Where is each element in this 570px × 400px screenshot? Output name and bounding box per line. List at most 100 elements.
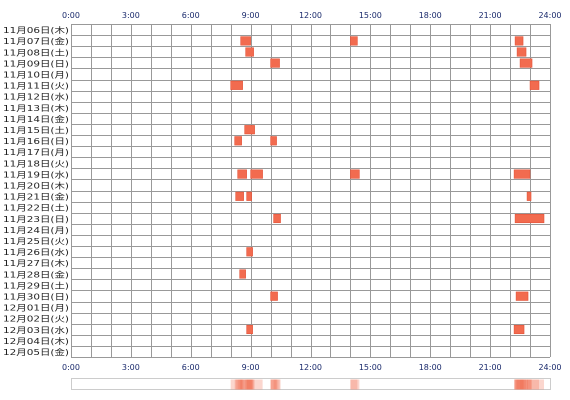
activity-blocks	[230, 36, 545, 335]
plot-background	[71, 24, 550, 357]
day-row-label: 12月04日(木)	[3, 336, 69, 346]
top-hour-tick-label: 24:00	[538, 11, 561, 20]
summary-block	[515, 379, 545, 390]
activity-block	[270, 58, 280, 68]
day-row-label: 11月22日(土)	[3, 203, 69, 213]
day-row-label: 11月30日(日)	[3, 292, 69, 302]
summary-block	[239, 379, 246, 390]
day-row-label: 11月28日(金)	[3, 269, 69, 279]
summary-block	[273, 379, 281, 390]
summary-block	[250, 379, 263, 390]
summary-block	[234, 379, 242, 390]
bottom-hour-tick-label: 0:00	[62, 363, 80, 372]
day-row-label: 11月19日(水)	[3, 169, 69, 179]
activity-block	[513, 169, 531, 179]
day-row-label: 11月14日(金)	[3, 114, 69, 124]
summary-block	[244, 379, 255, 390]
day-row-label: 11月23日(日)	[3, 214, 69, 224]
summary-block	[246, 379, 253, 390]
activity-block	[244, 125, 255, 135]
day-row-label: 11月06日(木)	[3, 25, 69, 35]
activity-block	[246, 191, 252, 201]
activity-block	[526, 191, 532, 201]
hour-grid	[71, 24, 551, 358]
bottom-hour-tick-label: 21:00	[479, 363, 502, 372]
activity-block	[246, 247, 253, 257]
day-row-label: 11月29日(土)	[3, 280, 69, 290]
top-hour-ticks: 0:00 3:00 6:00 9:00 12:00 15:00 18:00 21:00 24:0…	[62, 11, 562, 20]
activity-block	[529, 80, 540, 90]
top-hour-tick-label: 9:00	[242, 11, 260, 20]
summary-block	[520, 379, 533, 390]
day-row-label: 11月13日(木)	[3, 103, 69, 113]
summary-block	[237, 379, 247, 390]
day-row-label: 11月09日(日)	[3, 58, 69, 68]
day-row-label: 12月03日(水)	[3, 325, 69, 335]
activity-block	[250, 169, 263, 179]
top-hour-tick-label: 12:00	[299, 11, 322, 20]
day-row-label: 11月15日(土)	[3, 125, 69, 135]
activity-block	[519, 58, 533, 68]
bottom-hour-tick-label: 9:00	[242, 363, 260, 372]
summary-block	[270, 379, 277, 390]
activity-block	[234, 136, 242, 146]
bottom-hour-tick-label: 6:00	[182, 363, 200, 372]
day-row-label: 11月17日(月)	[3, 147, 69, 157]
bottom-hour-tick-label: 24:00	[538, 363, 561, 372]
top-hour-tick-label: 3:00	[122, 11, 140, 20]
day-row-label: 11月07日(金)	[3, 36, 69, 46]
summary-block	[514, 379, 525, 390]
day-row-label: 12月01日(月)	[3, 303, 69, 313]
top-hour-tick-label: 0:00	[62, 11, 80, 20]
day-row-label: 11月26日(水)	[3, 247, 69, 257]
day-row-label: 12月05日(金)	[3, 347, 69, 357]
summary-block	[350, 379, 358, 390]
activity-block	[235, 191, 244, 201]
activity-block	[350, 36, 358, 46]
day-row-label: 11月08日(土)	[3, 47, 69, 57]
top-hour-tick-label: 15:00	[359, 11, 382, 20]
activity-block	[270, 291, 278, 301]
activity-block	[270, 136, 277, 146]
activity-block	[237, 169, 247, 179]
activity-block	[514, 36, 524, 46]
day-row-label: 11月12日(水)	[3, 92, 69, 102]
summary-block	[527, 379, 532, 390]
bottom-hour-tick-label: 15:00	[359, 363, 382, 372]
summary-bar-frame	[71, 378, 551, 390]
day-row-label: 11月18日(火)	[3, 158, 69, 168]
summary-block	[230, 379, 243, 390]
day-row-label: 12月02日(火)	[3, 314, 69, 324]
activity-block	[514, 213, 545, 224]
row-labels: 11月06日(木)11月07日(金)11月08日(土)11月09日(日) 11月1…	[3, 25, 69, 357]
top-hour-tick-label: 21:00	[479, 11, 502, 20]
summary-block	[517, 379, 527, 390]
activity-block	[273, 213, 281, 224]
day-row-label: 11月11日(火)	[3, 81, 69, 91]
day-row-label: 11月24日(月)	[3, 225, 69, 235]
activity-block	[516, 47, 527, 57]
summary-block	[245, 379, 254, 390]
bottom-hour-ticks: 0:00 3:00 6:00 9:00 12:00 15:00 18:00 21:00 24:0…	[62, 363, 562, 372]
day-row-label: 11月25日(火)	[3, 236, 69, 246]
bottom-hour-tick-label: 12:00	[299, 363, 322, 372]
activity-block	[239, 269, 246, 279]
summary-block	[246, 379, 253, 390]
activity-block	[350, 169, 360, 179]
activity-block	[230, 80, 243, 90]
day-row-label: 11月27日(木)	[3, 258, 69, 268]
summary-block	[246, 379, 252, 390]
summary-block	[240, 379, 251, 390]
top-hour-tick-label: 6:00	[182, 11, 200, 20]
summary-block	[270, 379, 280, 390]
activity-block	[515, 291, 529, 301]
summary-block	[350, 379, 360, 390]
activity-block	[245, 47, 254, 57]
activity-block	[246, 324, 253, 335]
day-row-label: 11月16日(日)	[3, 136, 69, 146]
summary-block	[235, 379, 244, 390]
summary-block	[530, 379, 540, 390]
top-hour-tick-label: 18:00	[419, 11, 442, 20]
day-row-label: 11月21日(金)	[3, 192, 69, 202]
summary-block	[515, 379, 524, 390]
